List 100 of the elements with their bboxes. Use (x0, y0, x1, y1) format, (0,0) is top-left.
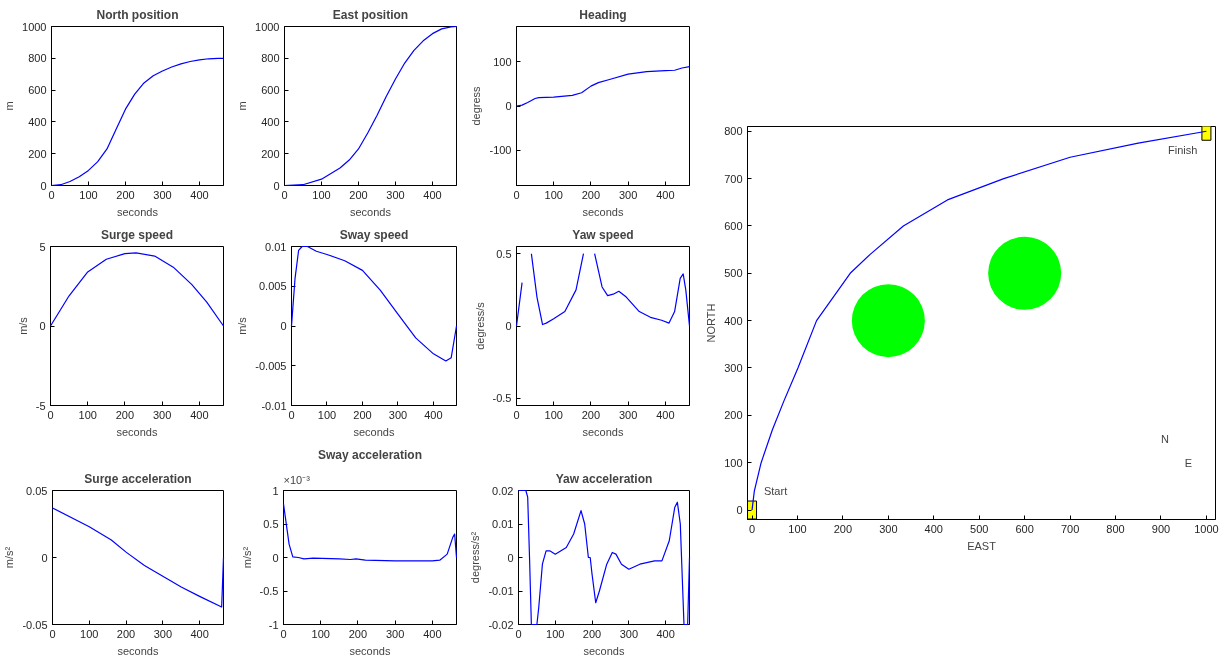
y-tick-label: -5 (35, 399, 46, 412)
y-tick-label: 0 (273, 179, 280, 192)
annotation: E (1184, 456, 1193, 469)
x-tick-label: 100 (311, 627, 330, 640)
y-axis-title: NORTH (705, 303, 718, 343)
x-tick-label: 300 (153, 627, 173, 640)
x-tick-label: 300 (386, 188, 405, 201)
y-axis-title: m (236, 101, 249, 111)
y-axis-title: degress/s (473, 301, 486, 350)
x-tick-label: 0 (515, 627, 522, 640)
x-tick-label: 400 (423, 188, 442, 201)
y-tick-label: -0.01 (488, 585, 514, 597)
y-tick-label: 400 (28, 115, 47, 128)
chart-title: Heading (579, 7, 627, 22)
x-axis-title: seconds (582, 205, 624, 218)
x-tick-label: 100 (79, 188, 98, 201)
y-tick-label: 0 (272, 551, 279, 564)
line-series (290, 245, 458, 362)
y-tick-label: 1000 (255, 20, 280, 33)
x-tick-label: 600 (1015, 522, 1034, 535)
x-tick-label: 0 (748, 522, 756, 535)
x-tick-label: 400 (656, 408, 675, 421)
y-tick-label: 0 (505, 320, 512, 332)
y-tick-label: 600 (28, 84, 47, 97)
y-tick-label: -0.01 (261, 399, 287, 412)
y-tick-label: 0 (736, 504, 743, 517)
x-tick-label: 400 (656, 188, 675, 201)
x-axis-title: EAST (967, 539, 997, 552)
x-axis-title: seconds (116, 425, 158, 438)
x-tick-label: 300 (618, 188, 638, 201)
x-axis-title: seconds (117, 205, 159, 218)
y-tick-label: 1000 (22, 20, 47, 33)
y-tick-label: 0.5 (496, 247, 512, 260)
y-tick-label: 0.05 (26, 484, 48, 497)
chart-title: Sway speed (339, 227, 409, 242)
y-axis-title: m (3, 101, 16, 111)
x-tick-label: 100 (544, 408, 563, 421)
y-tick-label: 0.5 (263, 518, 279, 530)
chart-title: North position (96, 7, 179, 22)
chart-title: Surge acceleration (84, 471, 192, 486)
y-tick-label: 0 (39, 320, 46, 332)
y-axis-title: m/s (236, 316, 249, 335)
y-axis-title: m/s² (3, 546, 16, 569)
x-tick-label: 400 (424, 408, 443, 421)
x-tick-label: 300 (619, 627, 639, 640)
x-tick-label: 400 (423, 627, 442, 640)
x-axis-title: seconds (349, 644, 391, 657)
x-tick-label: 900 (1151, 522, 1171, 535)
y-tick-label: 0 (280, 320, 287, 332)
x-tick-label: 200 (349, 188, 368, 201)
y-tick-label: 0.005 (258, 280, 287, 293)
line-series (517, 489, 691, 626)
y-tick-label: 0 (507, 551, 514, 564)
x-tick-label: 100 (78, 408, 97, 421)
chart-title: Yaw acceleration (555, 471, 653, 486)
y-tick-label: 600 (261, 84, 280, 97)
x-tick-label: 800 (1106, 522, 1125, 535)
x-tick-label: 0 (288, 408, 295, 421)
x-tick-label: 200 (348, 627, 368, 640)
chart-title: Yaw speed (572, 227, 634, 242)
x-tick-label: 500 (970, 522, 989, 535)
y-tick-label: 700 (724, 172, 743, 185)
x-tick-label: 300 (879, 522, 898, 535)
y-tick-label: 400 (261, 115, 280, 128)
x-axis-title: seconds (582, 425, 624, 438)
x-tick-label: 300 (618, 408, 638, 421)
x-tick-label: 300 (388, 408, 408, 421)
y-tick-label: 800 (28, 52, 47, 65)
x-tick-label: 400 (656, 627, 675, 640)
y-tick-label: 0 (40, 179, 47, 192)
y-tick-label: -0.02 (488, 618, 514, 631)
x-tick-label: 1000 (1194, 522, 1219, 535)
y-tick-label: 500 (724, 267, 743, 280)
x-tick-label: 700 (1060, 522, 1080, 535)
y-tick-label: 5 (39, 240, 46, 253)
y-tick-label: 0.02 (492, 484, 514, 497)
line-series (283, 25, 458, 187)
y-tick-label: 600 (724, 219, 743, 232)
x-tick-label: 300 (152, 408, 172, 421)
y-tick-label: 0 (41, 551, 48, 564)
y-tick-label: 200 (28, 147, 47, 160)
chart-title: Sway acceleration (317, 447, 423, 462)
chart-title: Surge speed (100, 227, 174, 242)
y-tick-label: 0 (505, 100, 512, 112)
x-tick-label: 100 (788, 522, 807, 535)
y-axis-title: m/s (16, 316, 29, 335)
y-tick-label: 100 (493, 55, 512, 68)
y-tick-label: 0.01 (265, 240, 287, 253)
y-tick-label: 100 (724, 456, 743, 469)
y-tick-label: 300 (724, 361, 743, 374)
x-tick-label: 200 (581, 188, 601, 201)
x-tick-label: 300 (385, 627, 405, 640)
y-tick-label: -100 (489, 144, 512, 157)
x-tick-label: 300 (153, 188, 172, 201)
y-tick-label: 400 (724, 314, 743, 327)
x-tick-label: 200 (116, 188, 135, 201)
x-tick-label: 400 (190, 408, 209, 421)
x-tick-label: 100 (312, 188, 331, 201)
x-tick-label: 400 (190, 627, 209, 640)
x-tick-label: 400 (924, 522, 943, 535)
